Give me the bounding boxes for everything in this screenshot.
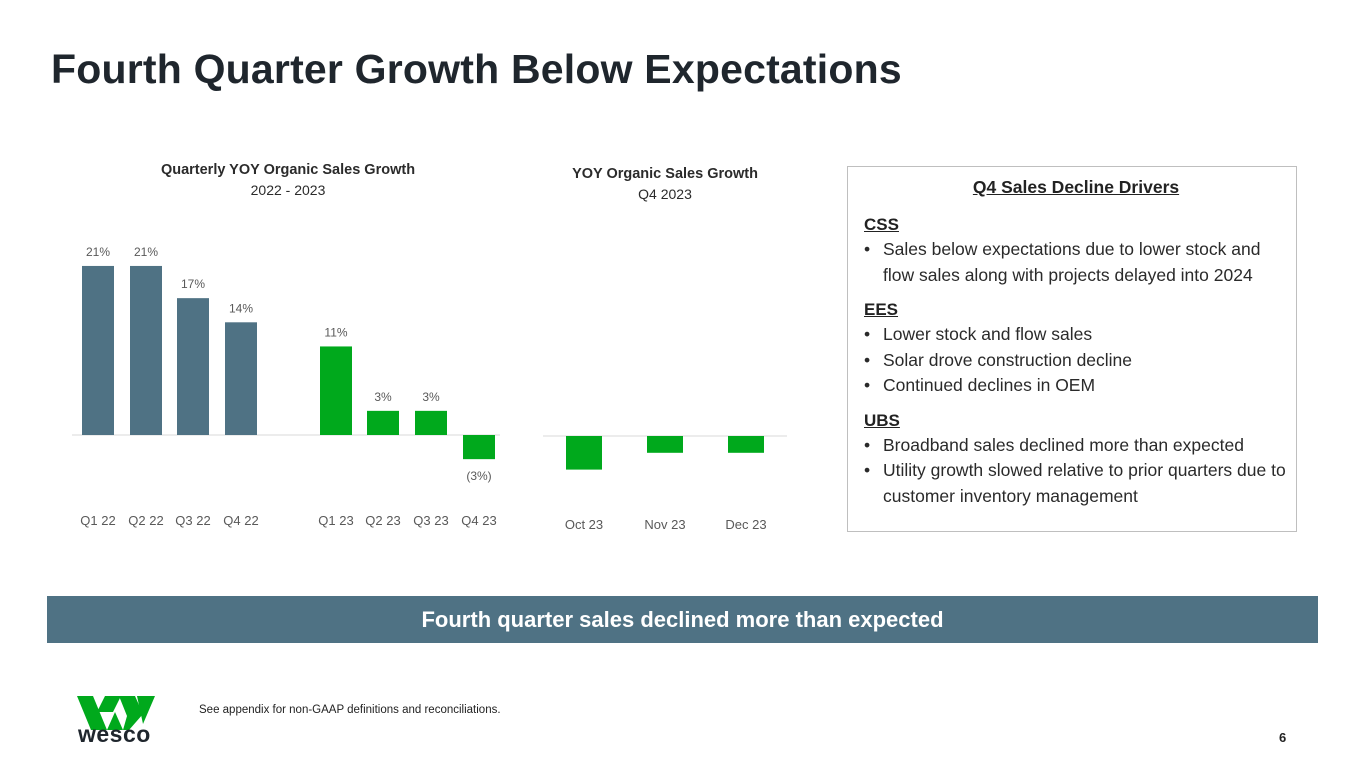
chart1-bar xyxy=(367,410,399,435)
q4-monthly-growth-chart: YOY Organic Sales Growth Q4 2023 Oct 23 N… xyxy=(543,166,787,532)
chart1-data-label: (3%) xyxy=(466,469,491,483)
bullet-item: Solar drove construction decline xyxy=(864,348,1288,374)
chart2-title: YOY Organic Sales Growth xyxy=(572,166,758,182)
chart1-bar xyxy=(225,322,257,435)
chart1-data-label: 3% xyxy=(422,390,440,404)
chart1-tick-label: Q2 23 xyxy=(365,513,400,528)
bullet-list: Broadband sales declined more than expec… xyxy=(864,433,1288,510)
chart1-tick-label: Q2 22 xyxy=(128,513,163,528)
chart1-bar xyxy=(320,346,352,435)
chart2-bar xyxy=(566,436,602,470)
bullet-item: Broadband sales declined more than expec… xyxy=(864,433,1288,459)
footnote: See appendix for non-GAAP definitions an… xyxy=(199,704,501,716)
chart1-bar xyxy=(130,265,162,435)
bullet-list: Sales below expectations due to lower st… xyxy=(864,237,1288,288)
chart1-data-label: 21% xyxy=(86,245,110,259)
segment-ubs: UBS Broadband sales declined more than e… xyxy=(864,411,1288,510)
quarterly-growth-chart: Quarterly YOY Organic Sales Growth 2022 … xyxy=(72,162,500,528)
chart1-tick-label: Q1 22 xyxy=(80,513,115,528)
logo-wordmark: wesco xyxy=(78,721,151,747)
chart2-tick-label: Nov 23 xyxy=(644,517,685,532)
chart1-subtitle: 2022 - 2023 xyxy=(251,182,326,198)
chart1-data-label: 21% xyxy=(134,245,158,259)
segment-ees: EES Lower stock and flow sales Solar dro… xyxy=(864,300,1288,399)
chart2-bar xyxy=(728,436,764,453)
bullet-list: Lower stock and flow sales Solar drove c… xyxy=(864,322,1288,399)
chart1-tick-label: Q1 23 xyxy=(318,513,353,528)
sales-decline-drivers-panel: Q4 Sales Decline Drivers CSS Sales below… xyxy=(847,166,1297,532)
charts-area: Quarterly YOY Organic Sales Growth 2022 … xyxy=(72,162,787,532)
chart2-tick-label: Dec 23 xyxy=(725,517,766,532)
page-title: Fourth Quarter Growth Below Expectations xyxy=(51,46,902,92)
chart1-data-label: 17% xyxy=(181,277,205,291)
segment-name: CSS xyxy=(864,215,899,234)
chart1-tick-label: Q3 23 xyxy=(413,513,448,528)
wesco-logo-icon xyxy=(77,696,155,730)
summary-banner: Fourth quarter sales declined more than … xyxy=(47,596,1318,643)
page-number: 6 xyxy=(1279,730,1287,745)
chart1-tick-label: Q4 23 xyxy=(461,513,496,528)
bullet-item: Lower stock and flow sales xyxy=(864,322,1288,348)
chart2-tick-label: Oct 23 xyxy=(565,517,603,532)
chart1-data-label: 11% xyxy=(324,325,347,339)
chart1-bar xyxy=(463,435,495,460)
bullet-item: Utility growth slowed relative to prior … xyxy=(864,458,1288,509)
bullet-item: Sales below expectations due to lower st… xyxy=(864,237,1288,288)
chart1-tick-label: Q3 22 xyxy=(175,513,210,528)
chart1-data-label: 14% xyxy=(229,301,253,315)
drivers-heading: Q4 Sales Decline Drivers xyxy=(972,177,1180,197)
chart1-bar xyxy=(415,410,447,435)
chart1-data-label: 3% xyxy=(374,390,392,404)
chart1-tick-label: Q4 22 xyxy=(223,513,258,528)
segment-css: CSS Sales below expectations due to lowe… xyxy=(864,215,1288,288)
chart1-title: Quarterly YOY Organic Sales Growth xyxy=(161,162,415,178)
segment-name: EES xyxy=(864,300,899,319)
chart1-bar xyxy=(177,298,209,435)
chart2-subtitle: Q4 2023 xyxy=(638,186,692,202)
bullet-item: Continued declines in OEM xyxy=(864,373,1288,399)
segment-name: UBS xyxy=(864,410,900,430)
chart2-bar xyxy=(647,436,683,453)
chart1-bar xyxy=(82,265,114,435)
